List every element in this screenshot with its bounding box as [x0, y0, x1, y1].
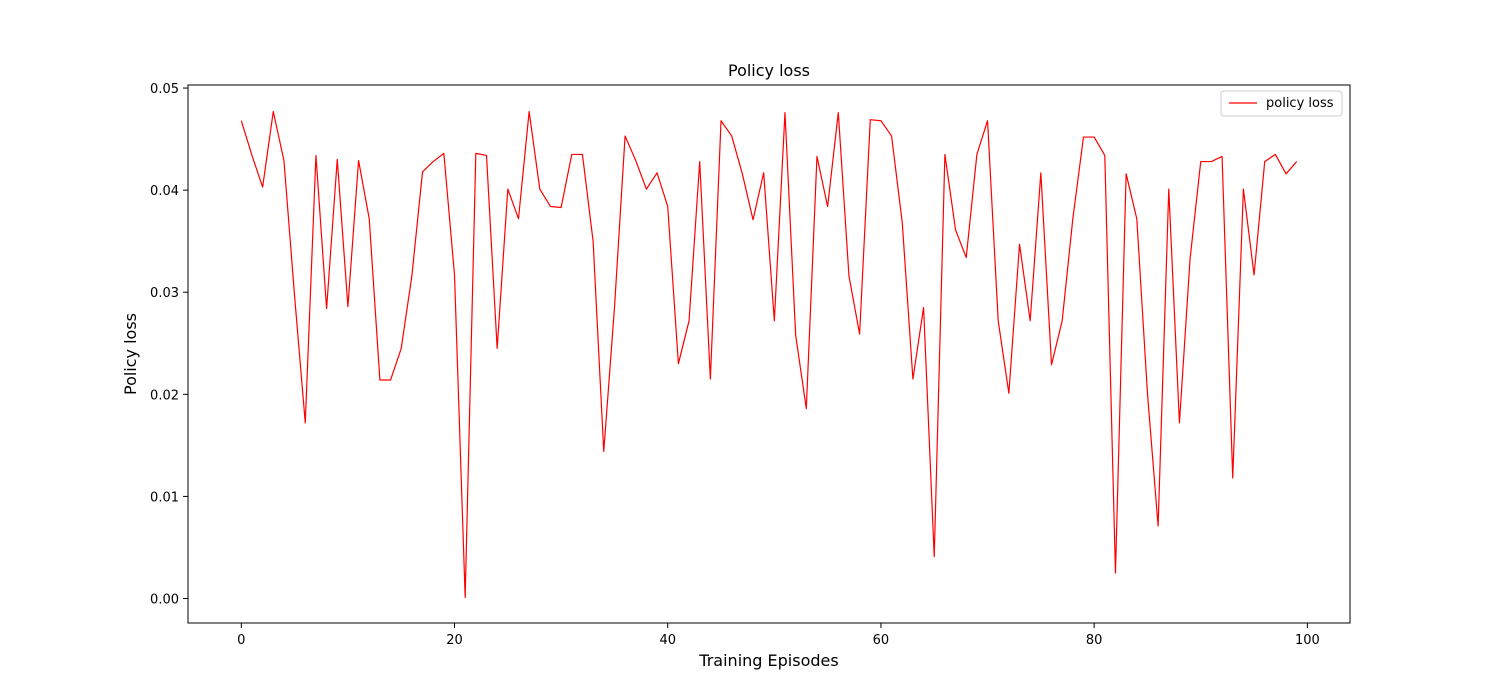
plot-area [187, 84, 1351, 624]
y-tick-label: 0.00 [150, 592, 179, 607]
y-tick-label: 0.03 [150, 286, 179, 301]
chart-title: Policy loss [728, 61, 810, 80]
x-tick-label: 20 [446, 633, 463, 648]
legend-label-policy-loss: policy loss [1266, 96, 1334, 111]
y-axis: 0.00 0.01 0.02 0.03 0.04 0.05 [150, 82, 188, 607]
y-tick-label: 0.04 [150, 184, 179, 199]
x-axis: 0 20 40 60 80 100 [237, 623, 1320, 648]
legend: policy loss [1220, 90, 1343, 117]
y-tick-label: 0.01 [150, 490, 179, 505]
x-tick-label: 100 [1295, 633, 1320, 648]
x-axis-label: Training Episodes [698, 651, 838, 670]
x-tick-label: 60 [873, 633, 890, 648]
series-line-policy-loss [240, 110, 1298, 599]
x-tick-label: 0 [237, 633, 245, 648]
y-tick-label: 0.02 [150, 388, 179, 403]
y-axis-label: Policy loss [121, 313, 140, 395]
y-tick-label: 0.05 [150, 82, 179, 97]
x-tick-label: 80 [1086, 633, 1103, 648]
legend-box [1220, 90, 1343, 117]
x-tick-label: 40 [659, 633, 676, 648]
